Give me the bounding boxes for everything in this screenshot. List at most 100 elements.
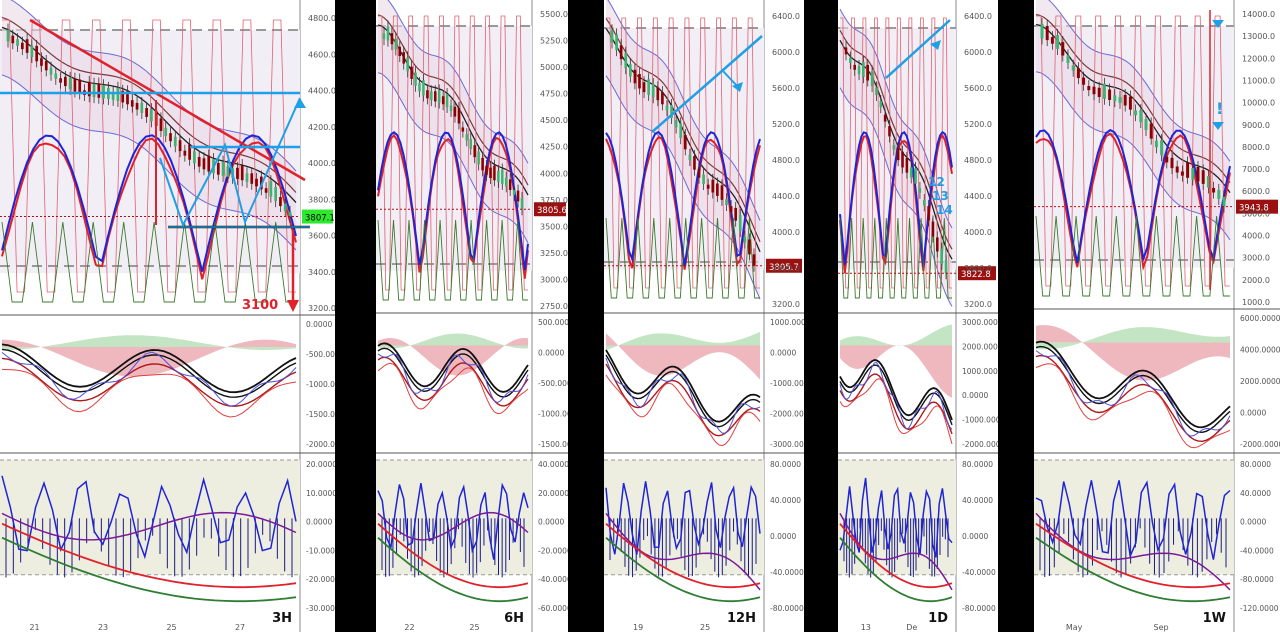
candle: [269, 181, 273, 197]
candle: [697, 168, 701, 178]
price-tick-label: 5200.0: [964, 120, 992, 129]
momentum-red-line: [839, 523, 953, 589]
osc-tick-label: 1000.0000: [962, 367, 998, 376]
candle: [1175, 166, 1179, 173]
osc-tick-label: -1500.0000: [306, 410, 335, 419]
price-tick-label: 3250.0: [540, 249, 568, 258]
price-tick-label: 3600.0: [772, 264, 800, 273]
oscillator-pane: [377, 333, 529, 415]
arrow-down-icon: [287, 300, 299, 312]
chart-svg: 3822.8 6400.0 6000.0 5600.0 5200.0 4800.0 4400…: [838, 0, 998, 632]
momentum-tick-label: 40.0000: [962, 496, 993, 505]
candle: [901, 151, 904, 168]
chart-panel-1d[interactable]: 3822.8 6400.0 6000.0 5600.0 5200.0 4800.0 4400…: [838, 0, 998, 632]
candle: [665, 105, 669, 111]
osc-tick-label: 4000.0000: [1240, 346, 1280, 355]
candle: [725, 199, 728, 206]
price-tick-label: 8000.0: [1242, 143, 1270, 152]
candle: [430, 91, 433, 101]
candle: [656, 87, 660, 101]
candle: [1056, 35, 1060, 49]
momentum-blue-line: [839, 477, 953, 558]
candle: [434, 91, 437, 102]
price-tag-box: [766, 258, 802, 273]
candle: [918, 187, 922, 193]
candle: [68, 77, 72, 90]
candle: [647, 79, 650, 95]
moving-average-brown: [377, 14, 529, 186]
timeframe-label: 12H: [727, 611, 756, 626]
candle: [159, 118, 163, 131]
candle: [619, 45, 623, 60]
date-tick-label: 25: [469, 623, 479, 632]
price-tick-label: 4750.0: [540, 90, 568, 99]
price-tick-label: 6400.0: [772, 12, 800, 21]
histogram-red-area: [606, 333, 760, 380]
signal-darkred-line: [377, 356, 529, 407]
candle: [87, 81, 91, 97]
momentum-tick-label: 0.0000: [770, 532, 796, 541]
price-tick-label: 4000.0: [772, 228, 800, 237]
price-tick-label: 4500.0: [540, 116, 568, 125]
osc-tick-label: 2000.0000: [1240, 377, 1280, 386]
candle: [188, 144, 191, 160]
momentum-blue-line: [377, 482, 529, 560]
cycle-line-red: [606, 17, 760, 289]
candle: [481, 157, 484, 171]
chart-panel-12h[interactable]: 3805.7 6400.0 6000.0 5600.0 5200.0 4800.0 4400…: [604, 0, 804, 632]
price-pane: 3805.6: [376, 0, 567, 301]
signal-black-line-1: [605, 349, 761, 423]
candle: [633, 69, 637, 84]
chart-svg: 3805.7 6400.0 6000.0 5600.0 5200.0 4800.0 4400…: [604, 0, 804, 632]
oscillator-pane: [1035, 325, 1231, 449]
momentum-pane: [838, 459, 956, 603]
price-tag-box: [534, 202, 566, 217]
candle: [516, 190, 520, 202]
axis-background: [1234, 0, 1280, 632]
price-tick-label: 4400.0: [308, 87, 335, 96]
price-tick-label: 12000.0: [1242, 54, 1275, 63]
cycle-line-green: [377, 219, 528, 301]
candle: [1050, 37, 1054, 44]
price-tag-box: [1236, 199, 1278, 214]
signal-red-line: [605, 374, 761, 447]
momentum-tick-label: 20.0000: [538, 489, 568, 498]
osc-tick-label: 3000.0000: [962, 318, 998, 327]
chart-panel-1w[interactable]: 3943.8 14000.0 13000.0 12000.0 11000.0 10000.…: [1034, 0, 1280, 632]
price-tag: 3805.6: [537, 206, 567, 216]
moving-average-brown: [1, 16, 297, 193]
price-tick-label: 11000.0: [1242, 76, 1275, 85]
date-tick-label: 22: [404, 623, 414, 632]
price-tick-label: 14000.0: [1242, 10, 1275, 19]
candle: [683, 134, 687, 150]
candle: [879, 101, 883, 108]
signal-darkred-line: [1035, 354, 1231, 443]
price-tick-label: 4800.0: [772, 156, 800, 165]
candle: [216, 163, 220, 175]
candle: [6, 29, 10, 42]
downtrend-line: [29, 18, 306, 182]
candle: [501, 169, 504, 184]
momentum-pane: [0, 459, 300, 603]
candle: [226, 166, 230, 177]
candle: [477, 151, 480, 165]
price-tick-label: 6000.0: [964, 48, 992, 57]
candle: [729, 206, 733, 212]
candle: [497, 170, 500, 183]
candle: [508, 179, 512, 190]
candle: [485, 165, 488, 175]
momentum-tick-label: -30.0000: [306, 604, 335, 613]
candle: [940, 248, 943, 264]
chart-panel-3h[interactable]: 3807.1 4800.0 4600.0 4400.0 4200.0 4000.0 3800…: [0, 0, 335, 632]
band-fill: [1036, 0, 1230, 240]
candle: [624, 52, 628, 69]
chart-panel-6h[interactable]: 3805.6 5500.0 5250.0 5000.0 4750.0 4500.0 4250…: [376, 0, 568, 632]
candle: [469, 138, 472, 149]
momentum-red-line: [605, 523, 761, 589]
candle: [909, 167, 913, 178]
candle: [1082, 77, 1086, 85]
candle: [489, 167, 492, 179]
price-tick-label: 4400.0: [964, 192, 992, 201]
candle: [1092, 86, 1096, 95]
